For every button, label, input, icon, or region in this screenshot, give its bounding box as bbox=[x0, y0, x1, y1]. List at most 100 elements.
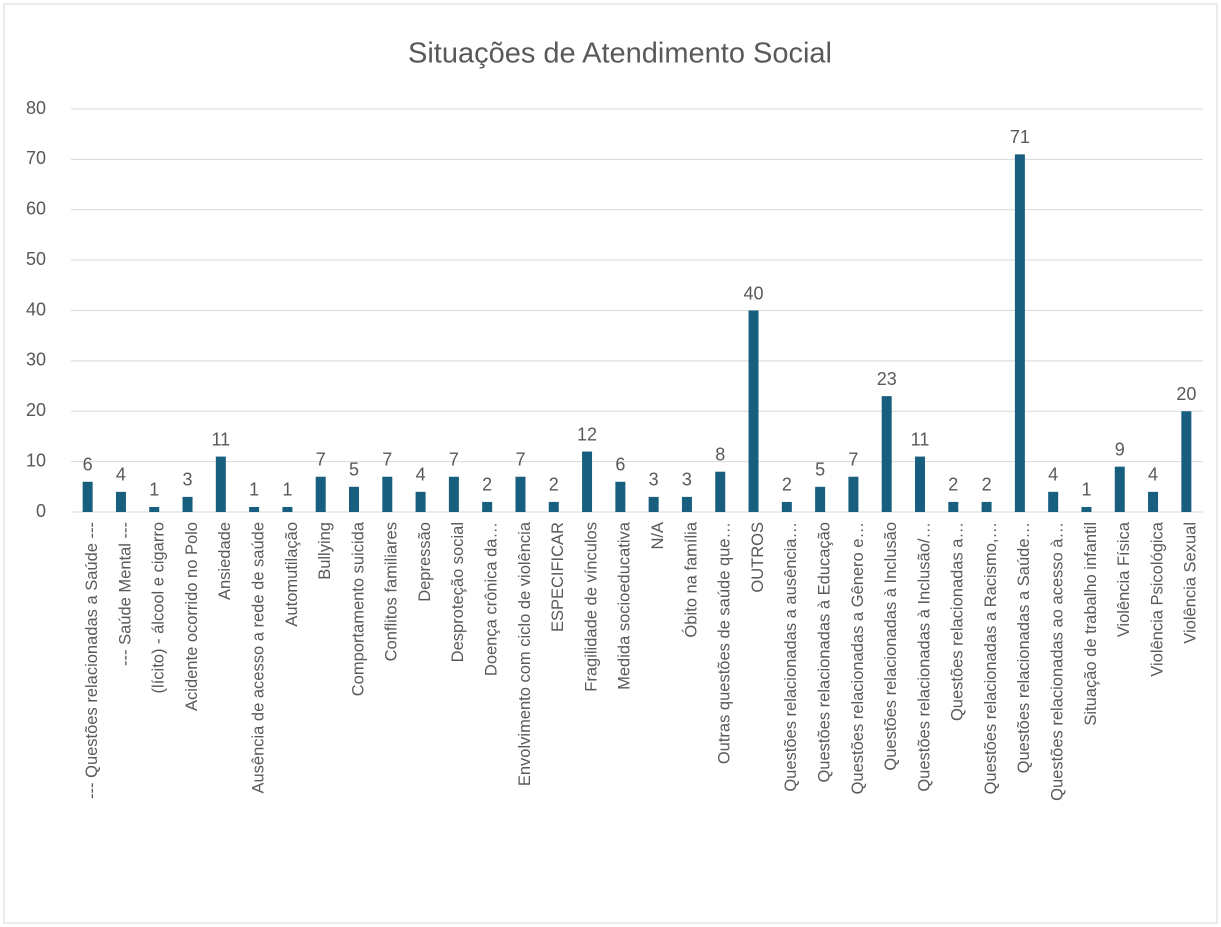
x-tick-label: --- Saúde Mental --- bbox=[116, 522, 134, 666]
x-tick-label: Automutilação bbox=[283, 522, 301, 627]
x-tick-label: OUTROS bbox=[749, 522, 767, 593]
bar bbox=[1114, 466, 1125, 512]
data-label: 5 bbox=[815, 460, 825, 480]
y-tick-label: 60 bbox=[26, 199, 46, 219]
data-label: 8 bbox=[715, 444, 725, 464]
x-tick-label: Questões relacionadas a Gênero e… bbox=[849, 522, 867, 794]
x-tick-label: Depressão bbox=[416, 522, 434, 602]
data-label: 3 bbox=[183, 470, 193, 490]
x-tick-label: Conflitos familiares bbox=[383, 522, 401, 661]
x-tick-label: Medida socioeducativa bbox=[616, 521, 634, 690]
bar bbox=[282, 506, 293, 512]
data-label: 1 bbox=[282, 480, 292, 500]
y-tick-label: 50 bbox=[26, 249, 46, 269]
x-tick-label: Questões relacionadas à Inclusão bbox=[882, 522, 900, 771]
data-label: 12 bbox=[577, 424, 597, 444]
data-label: 6 bbox=[83, 455, 93, 475]
y-tick-label: 70 bbox=[26, 148, 46, 168]
x-tick-label: Doença crônica da… bbox=[483, 522, 501, 676]
x-tick-label: Questões relacionadas à Educação bbox=[815, 522, 833, 783]
data-label: 3 bbox=[682, 470, 692, 490]
data-label: 4 bbox=[416, 465, 426, 485]
x-tick-label: Envolvimento com ciclo de violência bbox=[516, 521, 534, 786]
data-label: 7 bbox=[515, 449, 525, 469]
x-tick-label: Questões relacionadas à Inclusão/… bbox=[915, 522, 933, 792]
x-tick-label: Bullying bbox=[316, 522, 334, 580]
data-label: 6 bbox=[615, 455, 625, 475]
data-label: 2 bbox=[982, 475, 992, 495]
data-label: 4 bbox=[116, 465, 126, 485]
data-label: 7 bbox=[382, 449, 392, 469]
bar bbox=[548, 501, 559, 512]
data-label: 4 bbox=[1148, 465, 1158, 485]
x-tick-label: Questões relacionadas a Saúde… bbox=[1015, 522, 1033, 773]
x-tick-label: Acidente ocorrido no Polo bbox=[183, 522, 201, 711]
bar bbox=[1148, 491, 1159, 512]
bar bbox=[748, 310, 759, 512]
x-tick-label: Violência Sexual bbox=[1182, 522, 1200, 644]
x-tick-label: Questões relacionadas a… bbox=[949, 522, 967, 721]
x-tick-label: Violência Física bbox=[1115, 521, 1133, 637]
bar bbox=[615, 481, 626, 512]
bar bbox=[482, 501, 493, 512]
bar bbox=[215, 456, 226, 512]
data-label: 71 bbox=[1010, 127, 1030, 147]
bar bbox=[349, 486, 359, 512]
bar bbox=[815, 486, 826, 512]
data-label: 1 bbox=[149, 480, 159, 500]
x-tick-label: Ansiedade bbox=[216, 522, 234, 600]
data-label: 2 bbox=[482, 475, 492, 495]
bar bbox=[582, 451, 593, 512]
bar bbox=[448, 476, 459, 512]
bar bbox=[315, 476, 326, 512]
data-label: 11 bbox=[211, 429, 230, 449]
bar bbox=[648, 496, 659, 512]
bar bbox=[848, 476, 859, 512]
x-tick-label: Óbito na família bbox=[681, 521, 700, 637]
x-tick-label: Situação de trabalho infantil bbox=[1082, 522, 1100, 726]
data-label: 1 bbox=[249, 480, 259, 500]
bar bbox=[149, 506, 160, 512]
data-label: 2 bbox=[782, 475, 792, 495]
x-tick-label: Questões relacionadas a ausência… bbox=[782, 522, 800, 792]
x-tick-label: Fragilidade de vínculos bbox=[582, 522, 600, 692]
x-tick-label: ESPECIFICAR bbox=[549, 522, 567, 632]
bar bbox=[1014, 154, 1025, 512]
data-label: 7 bbox=[449, 449, 459, 469]
x-tick-label: Outras questões de saúde que… bbox=[716, 522, 734, 764]
x-tick-label: --- Questões relacionadas a Saúde --- bbox=[83, 522, 101, 799]
bar bbox=[182, 496, 193, 512]
bar bbox=[249, 506, 260, 512]
data-label: 3 bbox=[649, 470, 659, 490]
data-label: 4 bbox=[1048, 465, 1058, 485]
bar bbox=[981, 501, 992, 512]
y-tick-label: 40 bbox=[26, 299, 46, 319]
x-tick-label: Violência Psicológica bbox=[1148, 521, 1166, 677]
x-tick-label: Questões relacionadas a Racismo,… bbox=[982, 522, 1000, 794]
bar bbox=[948, 501, 959, 512]
bar bbox=[715, 471, 726, 512]
bar bbox=[915, 456, 925, 512]
x-tick-label: Questões relacionadas ao acesso à… bbox=[1049, 522, 1067, 801]
x-tick-label: Ausência de acesso a rede de saúde bbox=[249, 522, 267, 794]
data-label: 2 bbox=[948, 475, 958, 495]
bar bbox=[1048, 491, 1059, 512]
bar bbox=[681, 496, 692, 512]
y-tick-label: 30 bbox=[26, 350, 46, 370]
bar bbox=[1081, 506, 1092, 512]
bar bbox=[382, 476, 393, 512]
x-tick-label: Desproteção social bbox=[449, 522, 467, 662]
bar bbox=[881, 396, 892, 512]
data-label: 20 bbox=[1176, 384, 1196, 404]
data-label: 5 bbox=[349, 460, 359, 480]
data-label: 9 bbox=[1115, 439, 1125, 459]
x-tick-label: N/A bbox=[649, 522, 667, 550]
y-tick-label: 10 bbox=[26, 450, 46, 470]
bar bbox=[781, 501, 792, 512]
data-label: 40 bbox=[744, 283, 764, 303]
bar bbox=[1181, 411, 1192, 512]
y-tick-label: 80 bbox=[26, 98, 46, 118]
x-tick-label: Comportamento suicida bbox=[349, 521, 367, 696]
data-label: 2 bbox=[549, 475, 559, 495]
